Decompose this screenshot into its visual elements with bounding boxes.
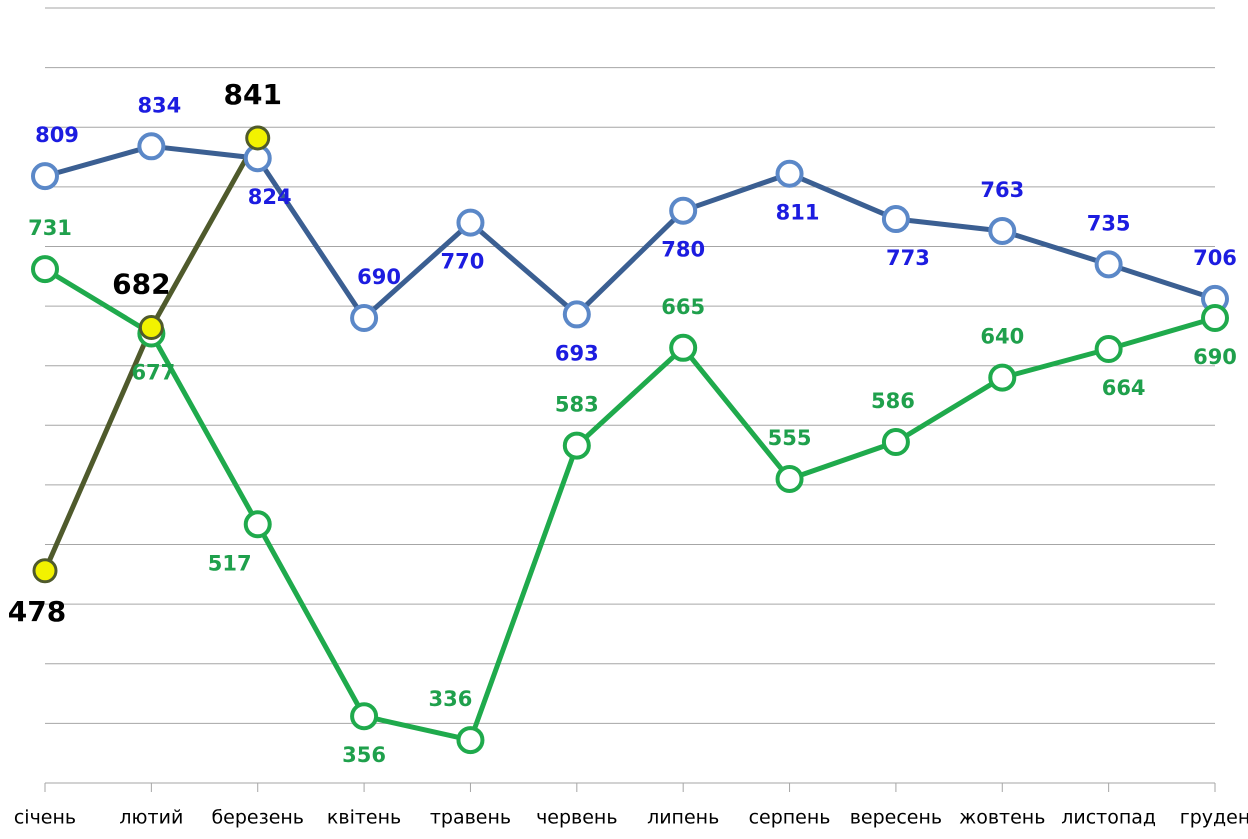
marker [881, 205, 910, 234]
marker [137, 132, 166, 161]
marker [988, 216, 1017, 245]
x-tick-label: листопад [1061, 807, 1156, 829]
data-label: 690 [357, 265, 401, 289]
data-label: 735 [1087, 211, 1131, 235]
data-label: 811 [776, 201, 820, 225]
marker [138, 315, 164, 341]
data-label: 356 [342, 743, 386, 767]
x-tick-label: вересень [850, 807, 942, 829]
series-line [43, 266, 1216, 743]
marker [1094, 335, 1123, 363]
marker [350, 702, 379, 731]
marker [775, 159, 804, 188]
x-tick-label: січень [14, 807, 76, 829]
data-label: 555 [768, 426, 812, 450]
marker [562, 300, 591, 329]
marker [32, 558, 58, 584]
data-label: 841 [224, 78, 282, 111]
x-tick-label: груден [1180, 807, 1248, 829]
data-label: 583 [555, 393, 599, 417]
data-label: 809 [35, 123, 79, 147]
data-label: 690 [1193, 345, 1237, 369]
data-label: 517 [208, 551, 252, 575]
data-label: 682 [112, 268, 170, 301]
data-label: 336 [429, 687, 473, 711]
marker [562, 431, 591, 460]
x-tick-label: жовтень [959, 807, 1045, 829]
data-label: 780 [661, 238, 705, 262]
marker [1201, 304, 1229, 332]
marker [245, 125, 271, 151]
marker [31, 162, 59, 191]
marker [350, 304, 379, 332]
marker [243, 510, 272, 539]
marker [881, 428, 910, 456]
data-label: 664 [1102, 376, 1146, 400]
marker [1094, 250, 1123, 279]
data-label: 731 [28, 216, 72, 240]
x-tick-label: червень [536, 807, 617, 829]
data-label: 834 [137, 93, 181, 117]
data-label: 586 [871, 389, 915, 413]
data-label: 824 [248, 185, 292, 209]
series-line [42, 136, 260, 572]
marker [988, 363, 1017, 392]
data-label: 665 [661, 295, 705, 319]
marker [775, 464, 804, 493]
x-tick-label: березень [211, 807, 304, 829]
marker [456, 726, 485, 755]
marker [669, 196, 698, 225]
data-label: 763 [980, 178, 1024, 202]
data-label: 677 [131, 361, 175, 385]
data-label: 706 [1193, 246, 1237, 270]
data-label: 640 [980, 325, 1024, 349]
data-label: 770 [441, 250, 485, 274]
x-tick-label: квітень [327, 807, 401, 829]
x-tick-label: серпень [749, 807, 831, 829]
marker [456, 208, 485, 237]
marker [31, 255, 59, 284]
data-label: 693 [555, 341, 599, 365]
marker [669, 333, 698, 362]
data-label: 478 [8, 595, 66, 628]
x-tick-label: травень [430, 807, 511, 829]
x-tick-label: липень [647, 807, 719, 829]
series-line [44, 143, 1216, 321]
x-tick-label: лютий [119, 807, 183, 829]
data-label: 773 [886, 246, 930, 270]
